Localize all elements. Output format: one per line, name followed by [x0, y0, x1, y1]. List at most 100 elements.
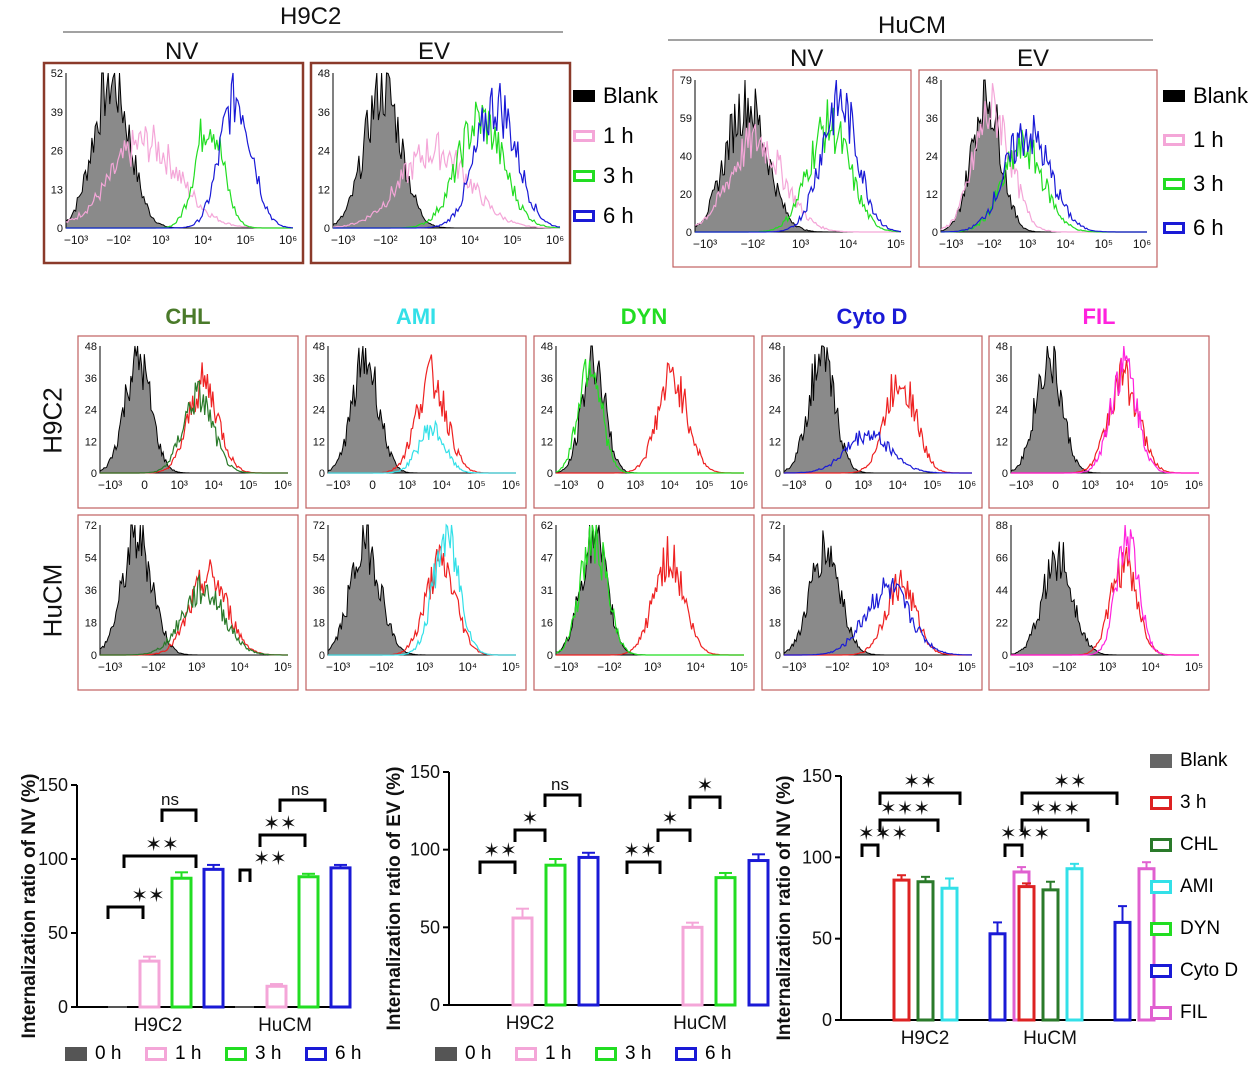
panel-title-hucm-nv: NV	[790, 45, 824, 72]
legend-item: Blank	[573, 83, 658, 109]
flow-h9c2-ev-curve	[332, 131, 560, 229]
flow-hucm-4-xtick: −10³	[1009, 660, 1033, 674]
bar	[747, 859, 770, 1007]
flow-hucm-0-xtick: −10³	[98, 660, 122, 674]
bar	[1065, 867, 1084, 1022]
significance-label: ns	[551, 775, 569, 794]
legend-swatch	[1163, 90, 1185, 102]
flow-hucm-0-xtick: 10³	[188, 660, 205, 674]
flow-h9c2-4-ytick: 48	[996, 341, 1008, 353]
flow-h9c2-ev-ytick: 12	[318, 184, 330, 196]
flow-hucm-0-curve	[100, 573, 288, 656]
flow-hucm-2-ytick: 62	[541, 520, 553, 532]
flow-h9c2-1-ytick: 48	[313, 341, 325, 353]
flow-hucm-3-xtick: −10³	[782, 660, 806, 674]
legend-swatch	[595, 1047, 617, 1061]
flow-h9c2-1-xtick: 0	[369, 478, 376, 492]
flow-hucm-nv-frame	[672, 69, 912, 268]
flow-h9c2-1-xtick: 10⁴	[433, 478, 452, 492]
flow-h9c2-ev-ytick: 0	[324, 223, 330, 235]
flow-hucm-nv-curve	[694, 122, 901, 233]
group-title-h9c2: H9C2	[280, 3, 342, 30]
flow-h9c2-0-xtick: 10³	[171, 478, 188, 492]
legend-item: 6 h	[1163, 215, 1224, 241]
significance-label: ✶	[522, 808, 539, 830]
flow-h9c2-3-ytick: 0	[775, 468, 781, 480]
flow-hucm-0-xtick: −10²	[141, 660, 165, 674]
legend-item: 3 h	[225, 1043, 281, 1065]
flow-h9c2-1-ytick: 24	[313, 405, 325, 417]
significance-bracket	[1020, 818, 1090, 832]
flow-hucm-3-xtick: 10³	[872, 660, 889, 674]
bar-ylabel: Internalization ratio of EV (%)	[384, 767, 405, 1031]
group-title-hucm: HuCM	[878, 12, 947, 39]
legend-swatch	[573, 210, 595, 222]
flow-h9c2-2-xtick: 10⁴	[661, 478, 680, 492]
flow-h9c2-3-xtick: −10³	[782, 478, 806, 492]
flow-hucm-4-ytick: 22	[996, 618, 1008, 630]
flow-hucm-ev-xtick: 10³	[1019, 237, 1036, 251]
bar-ytick: 100	[410, 840, 440, 860]
bar-category-label: H9C2	[901, 1028, 950, 1049]
legend-item: 1 h	[1163, 127, 1224, 153]
legend-label: 3 h	[625, 1043, 652, 1064]
flow-h9c2-2-ytick: 48	[541, 341, 553, 353]
significance-label: ✶✶✶	[880, 798, 930, 820]
flow-h9c2-2-ytick: 36	[541, 373, 553, 385]
flow-h9c2-ev-xtick: 10⁴	[461, 233, 480, 247]
legend-label: FIL	[1180, 1002, 1208, 1023]
legend-swatch	[1150, 838, 1172, 852]
significance-bracket	[160, 808, 198, 822]
legend-item: 3 h	[595, 1043, 651, 1065]
flow-hucm-ev-ytick: 0	[932, 227, 938, 239]
legend-swatch	[1163, 222, 1185, 234]
flow-h9c2-nv-xtick: 10⁴	[194, 233, 213, 247]
legend-item: Blank	[1150, 750, 1228, 772]
bar-ytick: 50	[812, 929, 832, 949]
flow-hucm-nv-ytick: 40	[680, 151, 692, 163]
flow-hucm-4-xtick: 10⁴	[1141, 660, 1160, 674]
flow-h9c2-3-curve	[784, 430, 972, 474]
flow-h9c2-3-xtick: 10⁶	[958, 478, 976, 492]
flow-hucm-1-xtick: 10⁴	[458, 660, 477, 674]
flow-h9c2-0-ytick: 12	[85, 436, 97, 448]
legend-label: 6 h	[603, 203, 634, 228]
flow-hucm-3-ytick: 72	[769, 520, 781, 532]
flow-h9c2-ev-ytick: 24	[318, 146, 330, 158]
flow-h9c2-nv-xtick: 10³	[152, 233, 169, 247]
flow-h9c2-nv-ytick: 13	[51, 184, 63, 196]
legend-label: 6 h	[705, 1043, 732, 1064]
flow-hucm-0-curve	[99, 524, 288, 656]
flow-hucm-2-curve	[556, 536, 744, 656]
flow-hucm-4-xtick: 10⁵	[1185, 660, 1203, 674]
bar	[681, 925, 704, 1007]
flow-hucm-2-xtick: −10³	[554, 660, 578, 674]
flow-h9c2-0-ytick: 0	[91, 468, 97, 480]
legend-label: Blank	[603, 83, 659, 108]
flow-h9c2-ev-xtick: 10⁵	[503, 233, 521, 247]
flow-hucm-2-curve	[555, 524, 744, 656]
column-title: AMI	[395, 304, 437, 329]
flow-hucm-ev-ytick: 48	[926, 75, 938, 87]
flow-hucm-ev-curve	[941, 114, 1147, 233]
flow-h9c2-2-frame	[533, 335, 755, 509]
flow-h9c2-3-ytick: 12	[769, 436, 781, 448]
panel-title-h9c2-ev: EV	[418, 38, 451, 65]
flow-hucm-ev-ytick: 24	[926, 151, 938, 163]
significance-bracket	[878, 791, 962, 805]
significance-label: ✶✶✶	[1000, 823, 1050, 845]
significance-label: ✶	[697, 775, 714, 797]
flow-h9c2-0-xtick: −10³	[98, 478, 122, 492]
flow-h9c2-4-ytick: 36	[996, 373, 1008, 385]
flow-h9c2-nv-curve	[66, 72, 294, 229]
flow-hucm-3-ytick: 0	[775, 650, 781, 662]
legend-label: 3 h	[603, 163, 634, 188]
flow-h9c2-2-xtick: 10³	[627, 478, 644, 492]
flow-hucm-0-ytick: 54	[85, 553, 97, 565]
flow-hucm-nv-ytick: 20	[680, 189, 692, 201]
flow-h9c2-1-ytick: 0	[319, 468, 325, 480]
flow-h9c2-nv-ytick: 26	[51, 146, 63, 158]
flow-h9c2-nv-xtick: 10⁶	[279, 233, 297, 247]
bar-ylabel: Internalization ratio of NV (%)	[774, 776, 795, 1041]
